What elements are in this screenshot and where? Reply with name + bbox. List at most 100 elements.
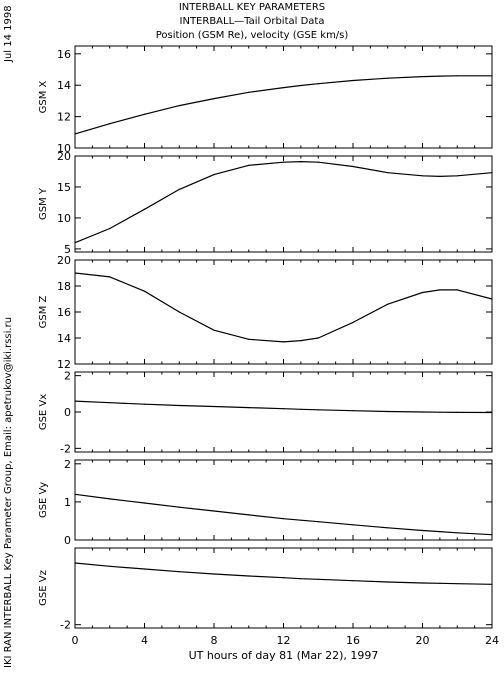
data-point [491, 75, 493, 77]
data-point [213, 174, 215, 176]
y-tick-label: 14 [57, 332, 71, 345]
data-point [74, 133, 76, 135]
data-point [352, 410, 354, 412]
data-point [109, 123, 111, 125]
data-point [109, 402, 111, 404]
data-point [387, 172, 389, 174]
y-axis-label: GSM Y [38, 187, 49, 220]
data-point [143, 502, 146, 504]
data-point [282, 577, 285, 579]
data-point [143, 208, 146, 210]
series-line-gsm-y [74, 161, 493, 244]
data-point [300, 519, 302, 521]
data-point [421, 76, 424, 78]
x-tick-label: 20 [416, 634, 430, 647]
data-point [109, 565, 111, 567]
panel-frame-5 [74, 459, 493, 541]
data-point [300, 340, 302, 342]
data-point [352, 321, 354, 323]
data-point [317, 578, 319, 580]
data-point [109, 276, 111, 278]
y-tick-label: 5 [64, 243, 71, 256]
x-tick-label: 12 [277, 634, 291, 647]
data-point [248, 338, 250, 340]
x-tick-label: 8 [211, 634, 218, 647]
data-point [387, 527, 389, 529]
data-point [300, 578, 302, 580]
y-tick-label: 12 [57, 358, 71, 371]
y-tick-label: 10 [57, 212, 71, 225]
data-point [178, 506, 180, 508]
data-point [74, 272, 76, 274]
data-point [300, 161, 302, 163]
y-tick-label: 0 [64, 406, 71, 419]
data-point [300, 408, 302, 410]
y-tick-label: 0 [64, 534, 71, 547]
data-point [282, 518, 285, 520]
data-point [421, 411, 424, 413]
data-point [213, 573, 215, 575]
data-point [439, 175, 441, 177]
data-point [491, 298, 493, 300]
series-line-gsm-x [74, 75, 492, 135]
data-point [439, 531, 441, 533]
data-point [421, 291, 424, 294]
data-point [213, 405, 215, 408]
x-tick-label: 16 [346, 634, 360, 647]
data-point [491, 534, 493, 536]
panel-frame-3 [74, 259, 493, 365]
title-line-1: INTERBALL KEY PARAMETERS [178, 2, 326, 13]
y-tick-label: 2 [64, 458, 71, 471]
data-point [456, 532, 458, 534]
data-point [352, 79, 354, 82]
data-point [248, 514, 250, 516]
data-point [352, 524, 354, 526]
data-point [421, 529, 424, 532]
data-point [491, 583, 493, 585]
series-line-gse-vz [74, 562, 493, 585]
data-point [387, 77, 389, 79]
series-line-gse-vy [74, 493, 493, 536]
data-point [178, 105, 180, 107]
data-point [387, 581, 389, 583]
data-point [421, 175, 424, 177]
data-point [248, 164, 250, 166]
y-axis-label: GSE Vx [38, 394, 49, 430]
y-tick-label: 18 [57, 280, 71, 293]
y-tick-label: 15 [57, 181, 71, 194]
y-tick-label: 12 [57, 111, 71, 124]
data-point [456, 175, 458, 177]
x-tick-label: 24 [485, 634, 499, 647]
data-point [317, 521, 319, 523]
y-tick-label: -2 [60, 442, 71, 455]
data-point [248, 575, 250, 577]
data-point [439, 75, 441, 77]
data-point [317, 161, 319, 163]
y-axis-label: GSM Z [38, 295, 49, 328]
data-point [178, 311, 180, 313]
data-point [143, 403, 146, 405]
data-point [213, 329, 215, 331]
x-axis-label: UT hours of day 81 (Mar 22), 1997 [189, 649, 379, 662]
data-point [456, 583, 458, 585]
y-axis-label: GSE Vy [38, 482, 49, 518]
y-tick-label: 2 [64, 370, 71, 383]
data-point [491, 411, 493, 414]
y-tick-label: 20 [57, 150, 71, 163]
data-point [248, 407, 250, 409]
data-point [387, 303, 389, 305]
panel-frame-6 [74, 547, 493, 629]
data-point [282, 408, 285, 410]
x-tick-label: 4 [141, 634, 148, 647]
data-point [109, 498, 111, 500]
data-point [456, 289, 458, 291]
data-point [143, 568, 146, 570]
data-point [387, 410, 389, 413]
data-point [282, 341, 285, 343]
data-point [317, 409, 319, 411]
data-point [317, 83, 319, 85]
data-point [143, 290, 146, 292]
data-point [439, 289, 441, 291]
title-line-2: INTERBALL—Tail Orbital Data [179, 16, 325, 27]
y-tick-label: 10 [57, 142, 71, 155]
